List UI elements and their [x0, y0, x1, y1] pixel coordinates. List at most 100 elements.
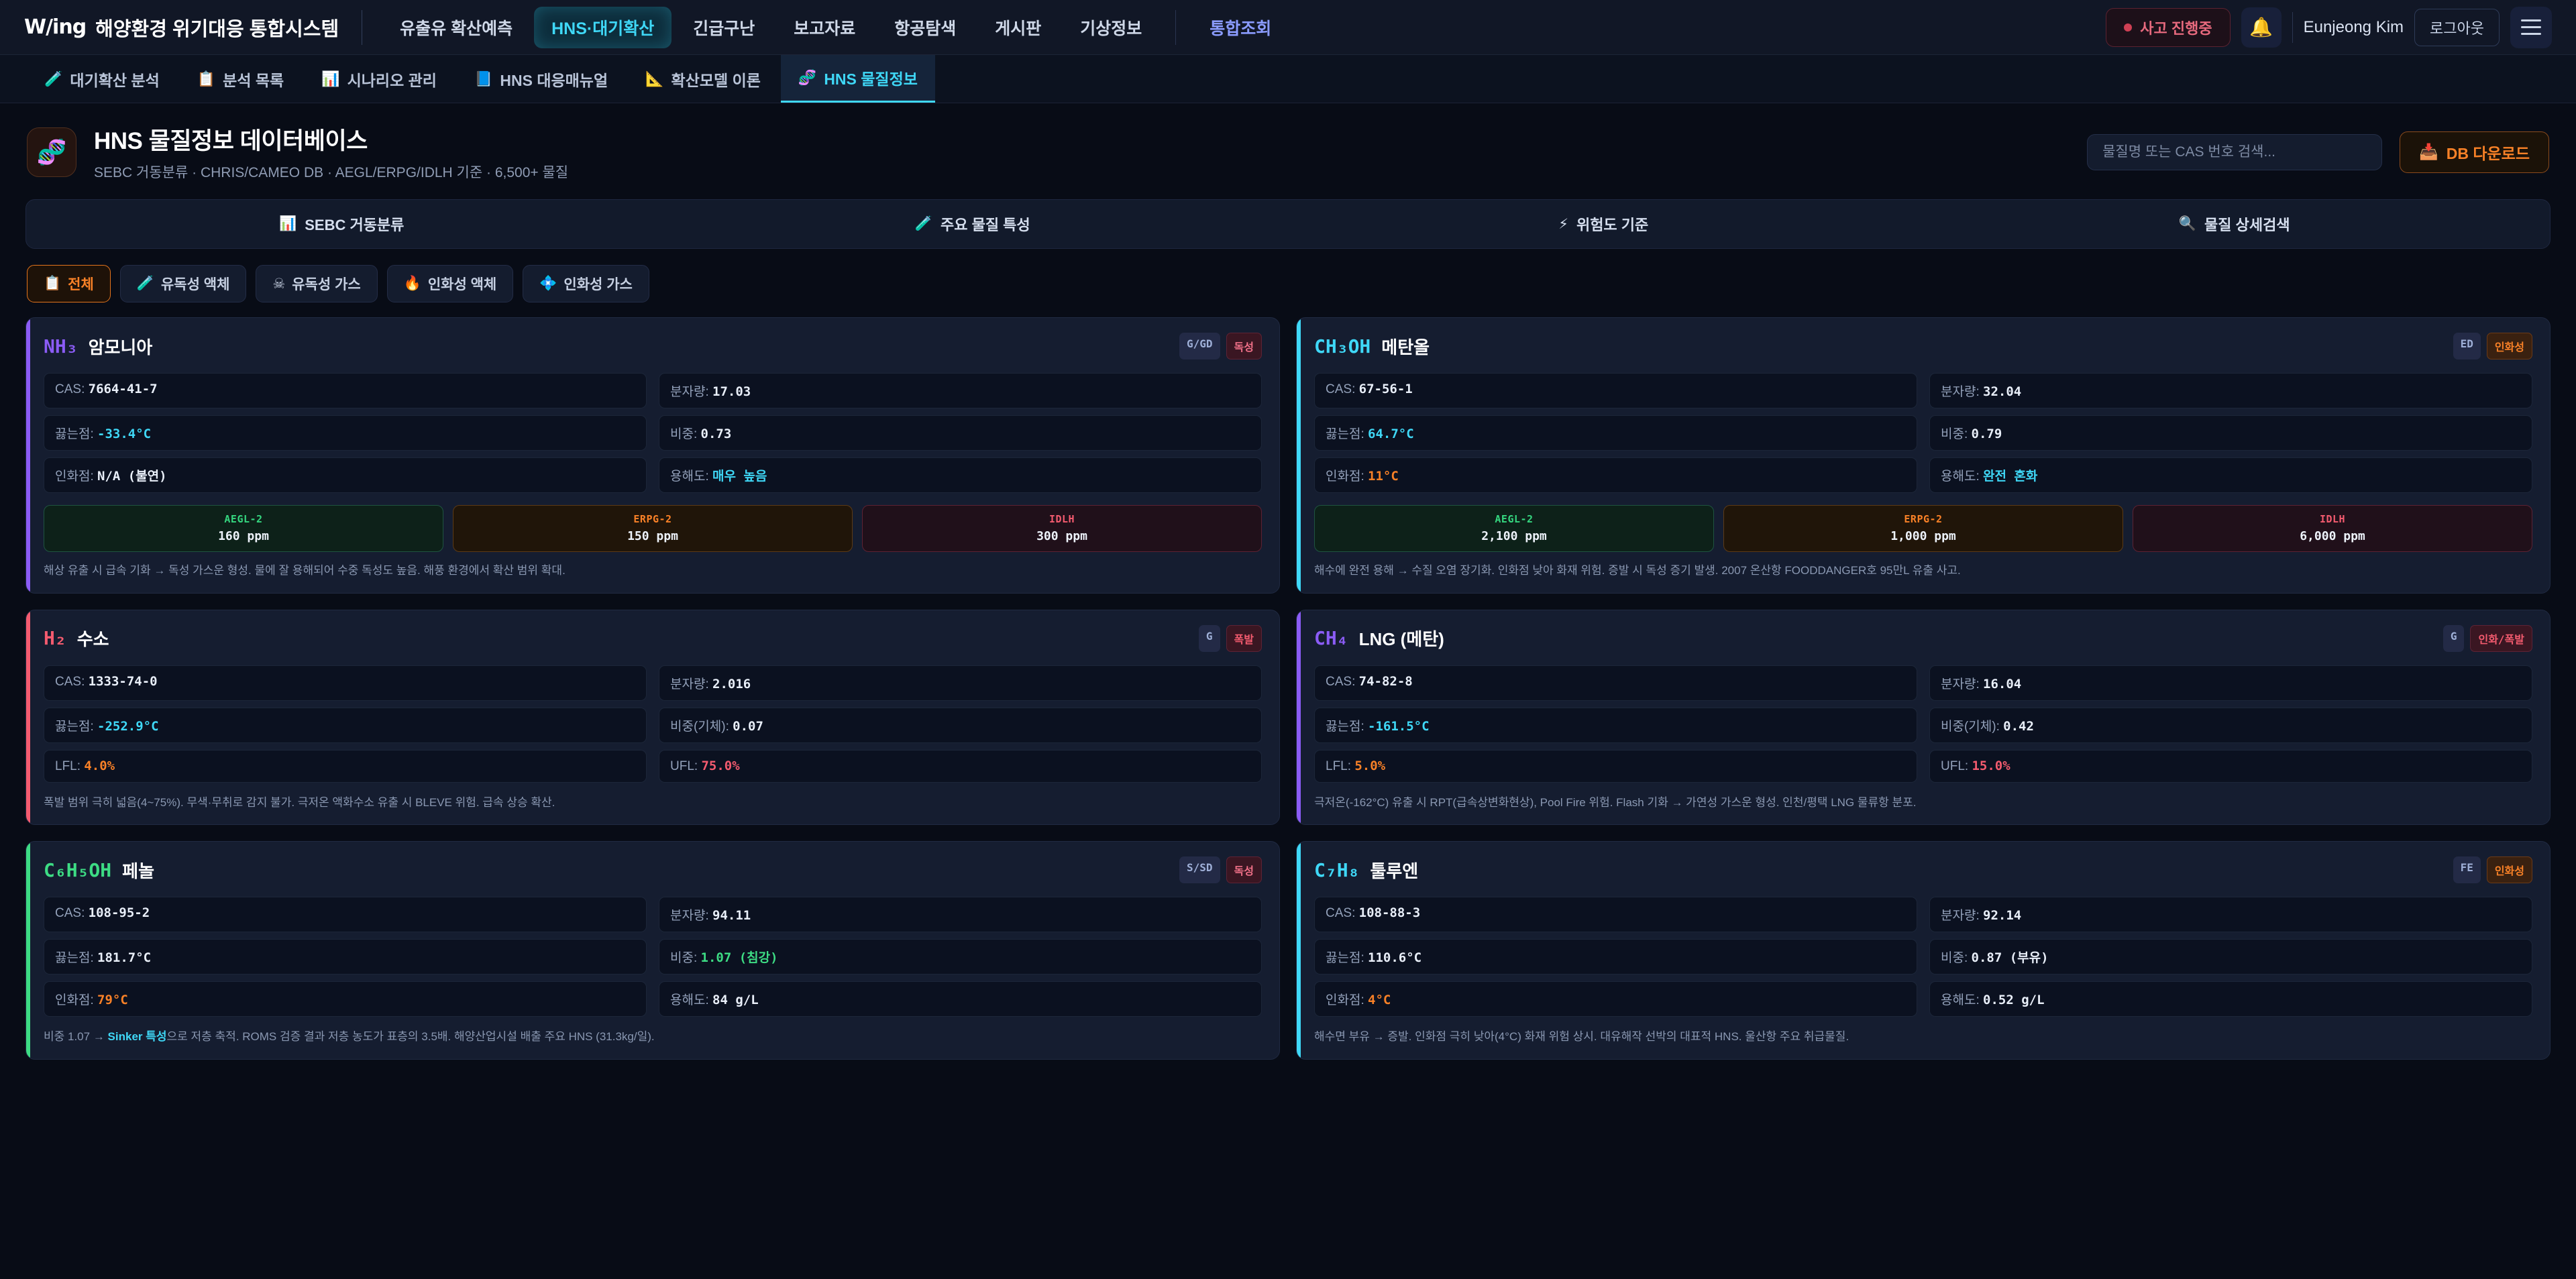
property-row: 용해도: 0.52 g/L: [1929, 981, 2532, 1017]
property-value: 108-95-2: [88, 905, 150, 921]
incident-status-label: 사고 진행중: [2140, 19, 2212, 37]
filter-chip-4[interactable]: 💠 인화성 가스: [523, 265, 649, 302]
brand[interactable]: W/ing 해양환경 위기대응 통합시스템: [24, 13, 359, 42]
property-label: 분자량:: [1941, 909, 1983, 924]
info-bar-item-1[interactable]: 🧪 주요 물질 특성: [657, 213, 1289, 235]
info-bar-icon-2: ⚡: [1558, 216, 1568, 232]
filter-chip-3[interactable]: 🔥 인화성 액체: [386, 265, 514, 302]
property-value: 2.016: [712, 676, 751, 691]
property-value: 1333-74-0: [88, 673, 158, 689]
main-menu: 유출유 확산예측 HNS·대기확산 긴급구난 보고자료 항공탐색 게시판 기상정보 통합조회: [382, 6, 1289, 48]
substance-card[interactable]: C₆H₅OH 페놀 S/SD 독성 CAS: 108-95-2 분자량: 94.11 끓는점…: [25, 841, 1280, 1060]
sub-nav-item-5[interactable]: 🧬 HNS 물질정보: [780, 55, 935, 103]
info-bar-item-2[interactable]: ⚡ 위험도 기준: [1288, 213, 1919, 235]
substance-card-header: H₂ 수소 G 폭발: [44, 624, 1262, 652]
main-menu-item-1[interactable]: HNS·대기확산: [534, 6, 672, 48]
property-row: 비중: 0.73: [659, 415, 1262, 451]
substance-card[interactable]: NH₃ 암모니아 G/GD 독성 CAS: 7664-41-7 분자량: 17.03 끓는점…: [25, 317, 1280, 594]
page-title: HNS 물질정보 데이터베이스: [94, 128, 368, 154]
property-value: 84 g/L: [712, 993, 759, 1008]
substance-note-highlight: Sinker 특성: [107, 1030, 167, 1044]
main-menu-item-0[interactable]: 유출유 확산예측: [400, 19, 513, 38]
substance-card-header: CH₄ LNG (메탄) G 인화/폭발: [1314, 624, 2532, 652]
main-menu-item-4[interactable]: 항공탐색: [894, 19, 957, 38]
main-menu-item-5[interactable]: 게시판: [995, 19, 1042, 38]
substance-note: 해수면 부유 → 증발. 인화점 극히 낮아(4°C) 화재 위험 상시. 대유…: [1314, 1030, 1849, 1044]
sub-nav-item-3[interactable]: 📘 HNS 대응매뉴얼: [457, 55, 625, 103]
badge-group: ED 인화성: [2453, 333, 2532, 359]
filter-chip-0[interactable]: 📋 전체: [27, 265, 111, 302]
logout-button[interactable]: 로그아웃: [2414, 8, 2500, 46]
substance-card-header: C₇H₈ 툴루엔 FE 인화성: [1314, 856, 2532, 884]
exposure-limit-cell: IDLH 6,000 ppm: [2133, 505, 2532, 552]
property-row: UFL: 75.0%: [659, 749, 1262, 783]
dna-glyph: 🧬: [36, 137, 67, 166]
property-label: UFL:: [1941, 759, 1972, 773]
property-value: 17.03: [712, 384, 751, 399]
main-menu-item-7[interactable]: 통합조회: [1210, 19, 1272, 38]
filter-chip-label-0: 전체: [68, 277, 94, 292]
sub-nav-icon-5: 🧬: [798, 69, 817, 86]
substance-card-header: CH₃OH 메탄올 ED 인화성: [1314, 333, 2532, 359]
substance-card[interactable]: CH₃OH 메탄올 ED 인화성 CAS: 67-56-1 분자량: 32.04 끓는점: …: [1296, 317, 2551, 594]
info-bar: 📊 SEBC 거동분류 🧪 주요 물질 특성 ⚡ 위험도 기준 🔍 물질 상세검색: [25, 199, 2551, 249]
property-value: 0.42: [2003, 718, 2034, 734]
property-value: 64.7°C: [1368, 427, 1414, 441]
sub-nav-item-1[interactable]: 📋 분석 목록: [180, 55, 301, 103]
chemical-formula: NH₃: [44, 335, 78, 357]
property-row: 분자량: 92.14: [1929, 897, 2532, 933]
top-navigation-bar: W/ing 해양환경 위기대응 통합시스템 유출유 확산예측 HNS·대기확산 긴급…: [0, 0, 2576, 55]
sub-nav-item-4[interactable]: 📐 확산모델 이론: [628, 55, 778, 103]
filter-chip-icon-1: 🧪: [136, 276, 154, 291]
property-label: 비중(기체):: [670, 719, 733, 734]
menu-divider: [1175, 9, 1177, 45]
property-row: 끓는점: -252.9°C: [44, 707, 647, 743]
sub-nav-item-2[interactable]: 📊 시나리오 관리: [304, 55, 454, 103]
exposure-limit-key: ERPG-2: [633, 513, 672, 525]
substance-note: 해수에 완전 용해 → 수질 오염 장기화. 인화점 낮아 화재 위험. 증발 …: [1314, 564, 1961, 577]
property-value: 74-82-8: [1358, 673, 1413, 689]
property-row: 인화점: 79°C: [44, 981, 647, 1017]
search-input[interactable]: [2087, 133, 2383, 170]
substance-name: 툴루엔: [1370, 860, 1419, 881]
badge-group: S/SD 독성: [1179, 856, 1262, 884]
filter-chip-2[interactable]: ☠ 유독성 가스: [256, 265, 378, 302]
info-bar-item-3[interactable]: 🔍 물질 상세검색: [1919, 213, 2551, 235]
exposure-limit-cell: AEGL-2 160 ppm: [44, 505, 443, 552]
incident-status-badge[interactable]: 사고 진행중: [2106, 7, 2231, 47]
exposure-limit-key: IDLH: [2319, 513, 2346, 525]
sub-nav-label-0: 대기확산 분석: [70, 71, 160, 89]
status-badge: ED: [2453, 333, 2481, 359]
property-value: 67-56-1: [1358, 382, 1413, 396]
property-grid: CAS: 108-95-2 분자량: 94.11 끓는점: 181.7°C 비중: 1…: [44, 897, 1262, 1017]
property-row: CAS: 1333-74-0: [44, 665, 647, 701]
info-bar-item-0[interactable]: 📊 SEBC 거동분류: [26, 213, 657, 235]
substance-card[interactable]: CH₄ LNG (메탄) G 인화/폭발 CAS: 74-82-8 분자량: 16.04 끓…: [1296, 609, 2551, 826]
property-row: 끓는점: 181.7°C: [44, 939, 647, 975]
info-bar-icon-1: 🧪: [914, 216, 932, 231]
property-value: 5.0%: [1354, 758, 1386, 773]
sub-nav-icon-0: 🧪: [44, 70, 63, 87]
hamburger-menu-icon[interactable]: [2510, 6, 2552, 48]
substance-card[interactable]: H₂ 수소 G 폭발 CAS: 1333-74-0 분자량: 2.016 끓는점: -252…: [25, 609, 1280, 826]
username-label: Eunjeong Kim: [2303, 17, 2404, 36]
property-value: 92.14: [1983, 908, 2022, 924]
main-menu-item-6[interactable]: 기상정보: [1080, 19, 1142, 38]
property-label: 비중:: [670, 427, 701, 441]
sub-nav-item-0[interactable]: 🧪 대기확산 분석: [27, 55, 177, 103]
filter-chip-1[interactable]: 🧪 유독성 액체: [119, 265, 247, 302]
property-row: 분자량: 17.03: [659, 373, 1262, 408]
substance-card[interactable]: C₇H₈ 툴루엔 FE 인화성 CAS: 108-88-3 분자량: 92.14 끓는점: …: [1296, 841, 2551, 1060]
info-bar-icon-3: 🔍: [2178, 216, 2197, 231]
property-row: LFL: 5.0%: [1314, 749, 1917, 783]
property-label: 용해도:: [1941, 993, 1983, 1008]
main-menu-item-2[interactable]: 긴급구난: [693, 19, 755, 38]
filter-chip-icon-0: 📋: [44, 276, 62, 291]
property-label: CAS:: [55, 906, 89, 921]
property-label: 끓는점:: [1326, 951, 1368, 966]
exposure-limit-key: ERPG-2: [1904, 513, 1943, 525]
db-download-button[interactable]: 📥 DB 다운로드: [2400, 131, 2549, 173]
main-menu-item-3[interactable]: 보고자료: [794, 19, 856, 38]
notification-bell-icon[interactable]: 🔔: [2241, 7, 2282, 48]
property-row: CAS: 108-95-2: [44, 897, 647, 933]
